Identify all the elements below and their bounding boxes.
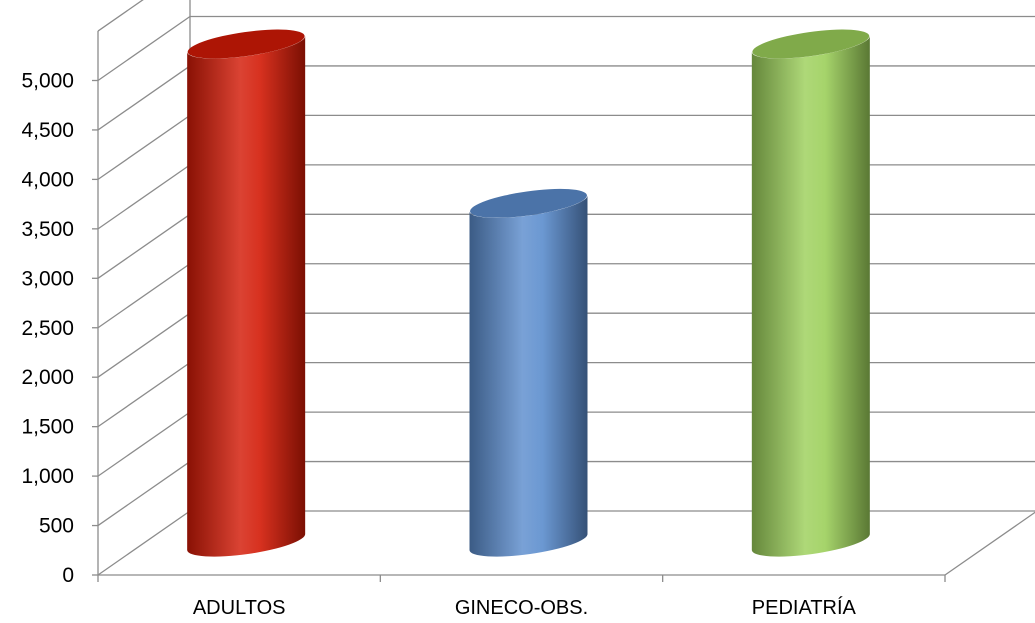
x-category-label: GINECO-OBS. bbox=[455, 597, 588, 619]
y-tick-label: 3,500 bbox=[21, 218, 74, 241]
y-tick-label: 0 bbox=[62, 564, 74, 587]
y-tick-label: 1,500 bbox=[21, 416, 74, 439]
x-axis-labels: ADULTOS GINECO-OBS. PEDIATRÍA bbox=[193, 596, 857, 619]
y-tick-label: 4,000 bbox=[21, 168, 74, 191]
bar-pediatr-a bbox=[751, 29, 870, 557]
y-tick-label: 2,500 bbox=[21, 317, 74, 340]
y-tick-label: 3,000 bbox=[21, 267, 74, 290]
cylinder-body bbox=[469, 195, 588, 557]
bar-adultos bbox=[187, 29, 306, 557]
bar-gineco-obs bbox=[469, 188, 588, 557]
cylinder-top bbox=[470, 188, 587, 218]
cylinder-body bbox=[751, 35, 870, 557]
x-category-label: PEDIATRÍA bbox=[752, 596, 857, 619]
cylinder-top bbox=[752, 29, 870, 59]
y-axis-labels: 0 500 1,000 1,500 2,000 2,500 3,000 3,500 4,000 4… bbox=[21, 70, 74, 588]
bars-layer bbox=[187, 29, 870, 557]
y-tick-label: 4,500 bbox=[21, 119, 74, 142]
floor-outline bbox=[97, 510, 1035, 576]
cylinder-body bbox=[187, 35, 306, 557]
cylinder-top bbox=[187, 29, 305, 59]
gridline bbox=[97, 0, 144, 32]
y-tick-label: 5,000 bbox=[21, 70, 74, 93]
x-category-label: ADULTOS bbox=[193, 597, 286, 619]
y-tick-label: 2,000 bbox=[21, 366, 74, 389]
y-tick-label: 500 bbox=[39, 515, 74, 538]
y-tick-label: 1,000 bbox=[21, 465, 74, 488]
